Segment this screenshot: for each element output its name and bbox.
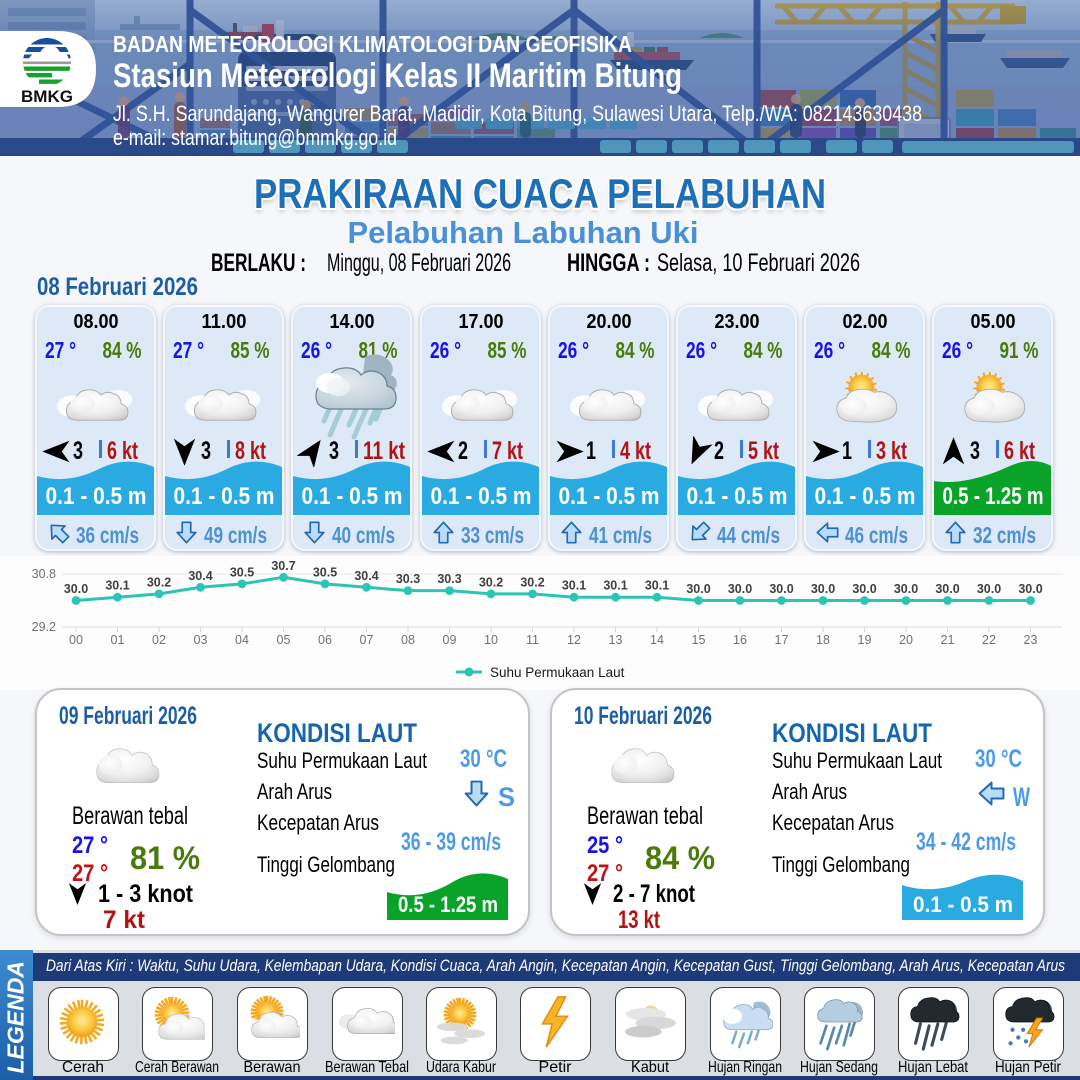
- svg-text:04: 04: [235, 633, 249, 647]
- svg-text:18: 18: [816, 633, 830, 647]
- svg-text:16: 16: [733, 633, 747, 647]
- svg-text:Suhu Permukaan Laut: Suhu Permukaan Laut: [490, 665, 625, 680]
- svg-text:30.7: 30.7: [271, 559, 295, 573]
- svg-text:07: 07: [360, 633, 374, 647]
- svg-text:22: 22: [982, 633, 996, 647]
- svg-text:21: 21: [941, 633, 955, 647]
- svg-text:01: 01: [111, 633, 125, 647]
- svg-text:15: 15: [692, 633, 706, 647]
- svg-text:30.0: 30.0: [1018, 582, 1042, 596]
- svg-text:30.8: 30.8: [32, 567, 56, 581]
- svg-text:30.5: 30.5: [230, 565, 254, 579]
- svg-text:30.1: 30.1: [105, 579, 129, 593]
- svg-text:30.2: 30.2: [520, 575, 544, 589]
- svg-text:13: 13: [609, 633, 623, 647]
- svg-text:30.0: 30.0: [935, 582, 959, 596]
- svg-text:03: 03: [194, 633, 208, 647]
- svg-text:30.0: 30.0: [64, 582, 88, 596]
- svg-text:08: 08: [401, 633, 415, 647]
- svg-text:19: 19: [858, 633, 872, 647]
- svg-text:30.3: 30.3: [437, 572, 461, 586]
- svg-text:12: 12: [567, 633, 581, 647]
- svg-text:30.0: 30.0: [894, 582, 918, 596]
- svg-text:30.4: 30.4: [354, 569, 378, 583]
- svg-text:10: 10: [484, 633, 498, 647]
- svg-text:09: 09: [443, 633, 457, 647]
- svg-text:BMKG: BMKG: [21, 87, 73, 106]
- svg-text:30.2: 30.2: [147, 575, 171, 589]
- svg-text:30.3: 30.3: [396, 572, 420, 586]
- svg-text:14: 14: [650, 633, 664, 647]
- svg-text:30.2: 30.2: [479, 575, 503, 589]
- svg-text:11: 11: [526, 633, 539, 647]
- svg-text:30.4: 30.4: [188, 569, 212, 583]
- svg-text:30.0: 30.0: [728, 582, 752, 596]
- svg-text:30.0: 30.0: [686, 582, 710, 596]
- svg-text:05: 05: [277, 633, 291, 647]
- svg-text:02: 02: [152, 633, 166, 647]
- svg-text:30.1: 30.1: [645, 579, 669, 593]
- svg-text:30.0: 30.0: [977, 582, 1001, 596]
- svg-text:30.0: 30.0: [811, 582, 835, 596]
- svg-text:30.0: 30.0: [769, 582, 793, 596]
- svg-text:00: 00: [69, 633, 83, 647]
- svg-text:23: 23: [1024, 633, 1038, 647]
- svg-text:06: 06: [318, 633, 332, 647]
- svg-text:30.1: 30.1: [562, 579, 586, 593]
- svg-text:20: 20: [899, 633, 913, 647]
- svg-text:30.5: 30.5: [313, 565, 337, 579]
- svg-text:30.0: 30.0: [852, 582, 876, 596]
- svg-text:30.1: 30.1: [603, 579, 627, 593]
- svg-text:17: 17: [775, 633, 789, 647]
- svg-text:29.2: 29.2: [32, 620, 56, 634]
